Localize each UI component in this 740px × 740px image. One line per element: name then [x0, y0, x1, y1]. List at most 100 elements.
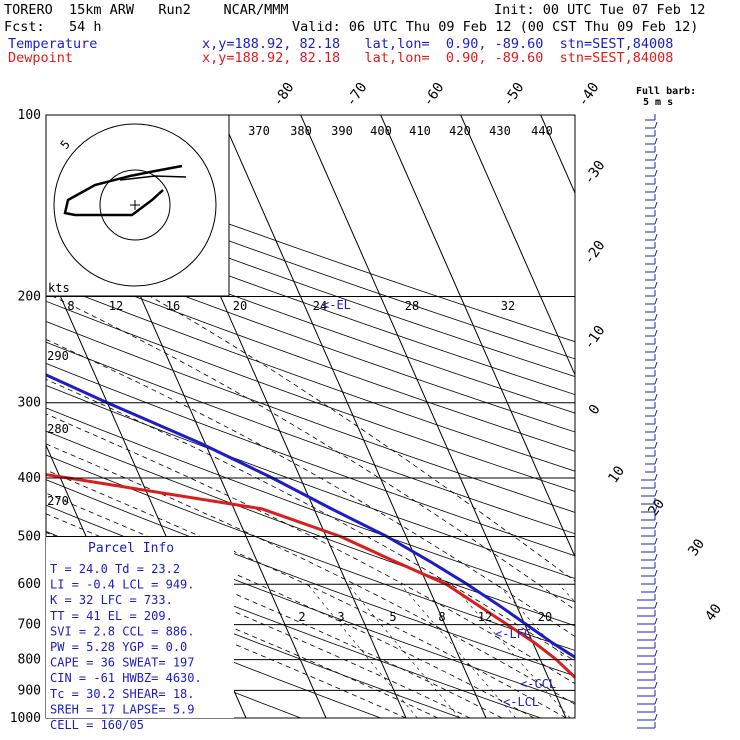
isotherm-line	[621, 115, 740, 718]
wind-barb-staff	[654, 569, 658, 577]
wind-barb-staff	[654, 409, 658, 417]
wind-barb-staff	[654, 361, 658, 369]
isotherm-line	[0, 115, 6, 718]
pressure-tick-label: 500	[18, 529, 41, 544]
parcel-info-panel	[46, 537, 234, 718]
wind-barb-staff	[654, 617, 658, 625]
hodograph-speed-label: 16	[166, 299, 180, 313]
hodograph-trace	[119, 175, 187, 181]
isotherm-label: -50	[500, 80, 528, 110]
level-label-lfc: <-LFC	[495, 627, 531, 641]
wind-barb-staff	[654, 265, 658, 273]
theta-label: 280	[47, 422, 69, 436]
mixing-ratio-label: 8	[438, 610, 445, 624]
theta-label: 380	[290, 124, 312, 138]
wind-barb-staff	[654, 281, 658, 289]
wind-barb-staff	[654, 633, 658, 641]
pressure-tick-label: 100	[18, 108, 41, 123]
parcel-info-row: CELL = 160/05	[50, 718, 144, 732]
dry-adiabat	[46, 127, 575, 718]
parcel-info-title: Parcel Info	[88, 541, 174, 556]
wind-barb-staff	[654, 153, 658, 161]
pressure-tick-label: 200	[18, 290, 41, 305]
isotherm-line	[540, 115, 575, 718]
level-label-el: <-EL	[322, 298, 351, 312]
wind-barb-staff	[654, 665, 658, 673]
wind-barb-staff	[654, 249, 658, 257]
isotherm-label: -30	[581, 158, 609, 188]
dry-adiabat	[46, 127, 575, 718]
legend-temperature-info: x,y=188.92, 82.18 lat,lon= 0.90, -89.60 …	[202, 36, 674, 52]
theta-label: 370	[248, 124, 270, 138]
hodograph-speed-label: 20	[233, 299, 247, 313]
pressure-tick-label: 300	[18, 396, 41, 411]
dry-adiabat	[46, 127, 575, 718]
isotherm-label: 30	[685, 536, 708, 559]
wind-barb-staff	[654, 121, 658, 129]
parcel-info-row: K = 32 LFC = 733.	[50, 593, 173, 607]
parcel-info-row: PW = 5.28 YGP = 0.0	[50, 640, 187, 654]
wind-barb-staff	[654, 489, 658, 497]
wind-barb-staff	[654, 377, 658, 385]
pressure-tick-label: 700	[18, 618, 41, 633]
wind-barb-staff	[654, 553, 658, 561]
parcel-info-row: LI = -0.4 LCL = 949.	[50, 578, 195, 592]
dry-adiabat	[46, 127, 575, 718]
isotherm-label: -10	[581, 323, 609, 353]
wind-barb-staff	[654, 457, 658, 465]
model-title: TORERO 15km ARW Run2 NCAR/MMM	[4, 2, 289, 18]
wind-barb-staff	[654, 649, 658, 657]
isotherm-label: -20	[581, 238, 609, 268]
isotherm-label: -40	[575, 80, 603, 110]
theta-label: 290	[47, 349, 69, 363]
barb-legend: Full barb: 5 m s	[636, 86, 696, 108]
theta-label: 430	[489, 124, 511, 138]
wind-barb-staff	[654, 185, 658, 193]
parcel-info-row: CIN = -61 HWBZ= 4630.	[50, 671, 202, 685]
isotherm-line	[300, 115, 567, 718]
mixing-ratio-label: 20	[538, 610, 552, 624]
hodograph-speed-label: 32	[501, 299, 515, 313]
pressure-tick-label: 800	[18, 653, 41, 668]
hodograph-ring	[53, 123, 217, 287]
mixing-ratio-label: 12	[478, 610, 492, 624]
mixing-ratio-label: 2	[298, 610, 305, 624]
forecast-hour: Fcst: 54 h	[4, 19, 102, 35]
wind-barb-staff	[654, 537, 658, 545]
moist-adiabat	[46, 296, 575, 718]
theta-label: 400	[370, 124, 392, 138]
mixing-ratio-label: 3	[337, 610, 344, 624]
dry-adiabat	[46, 127, 416, 718]
parcel-info-row: T = 24.0 Td = 23.2	[50, 562, 180, 576]
wind-barb-staff	[654, 217, 658, 225]
mixing-ratio-line	[347, 584, 460, 718]
wind-barb-staff	[654, 441, 658, 449]
legend-dewpoint-info: x,y=188.92, 82.18 lat,lon= 0.90, -89.60 …	[202, 50, 674, 66]
wind-barb-staff	[654, 425, 658, 433]
dry-adiabat	[46, 127, 575, 718]
valid-time: Valid: 06 UTC Thu 09 Feb 12 (00 CST Thu …	[292, 19, 699, 35]
wind-barb-staff	[654, 473, 658, 481]
wind-barb-staff	[654, 505, 658, 513]
mixing-ratio-label: 5	[389, 610, 396, 624]
isotherm-label: -80	[270, 80, 298, 110]
wind-barb-staff	[654, 313, 658, 321]
isotherm-label: -70	[343, 80, 371, 110]
isotherm-label: 40	[702, 601, 725, 624]
dry-adiabat	[46, 127, 575, 718]
theta-label: 410	[409, 124, 431, 138]
theta-label: 440	[531, 124, 553, 138]
isotherm-line	[220, 115, 487, 718]
dry-adiabat	[46, 127, 575, 718]
hodograph-speed-label: 24	[313, 299, 327, 313]
parcel-info-row: SVI = 2.8 CCL = 886.	[50, 624, 195, 638]
wind-barb-staff	[654, 297, 658, 305]
moist-adiabat	[46, 296, 575, 718]
parcel-info-row: CAPE = 36 SWEAT= 197	[50, 656, 195, 670]
hodograph-speed-label: 12	[109, 299, 123, 313]
mixing-ratio-line	[307, 584, 418, 718]
pressure-tick-label: 1000	[10, 711, 41, 726]
level-label-ccl: <-CCL	[520, 677, 556, 691]
wind-barb-staff	[654, 169, 658, 177]
